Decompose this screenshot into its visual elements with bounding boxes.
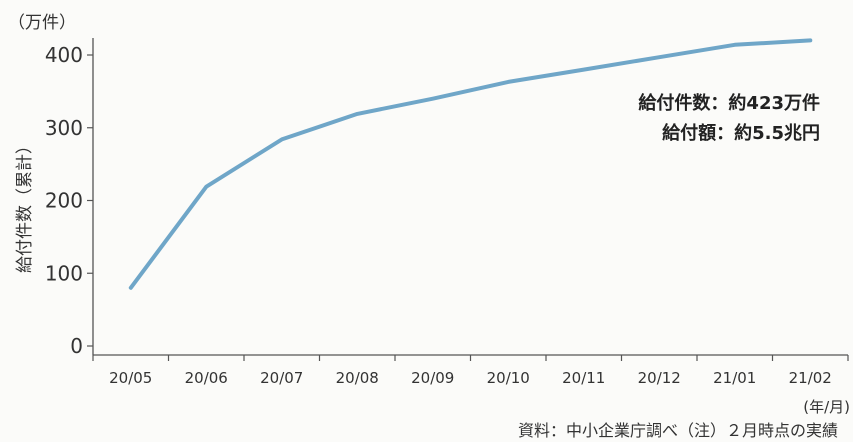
y-tick-label: 200 (45, 189, 83, 213)
x-tick-label: 21/02 (789, 369, 832, 387)
x-tick-label: 20/06 (185, 369, 228, 387)
x-tick-label: 20/05 (109, 369, 152, 387)
annotation-amount: 給付額：約5.5兆円 (662, 122, 820, 144)
y-axis-title: 給付件数（累計） (15, 137, 35, 273)
x-tick-label: 20/10 (487, 369, 530, 387)
x-tick-label: 20/07 (260, 369, 303, 387)
series-line (128, 38, 813, 290)
y-tick-group: 0 100 200 300 400 (45, 43, 93, 358)
x-tick-label: 20/11 (562, 369, 605, 387)
y-tick-label: 100 (45, 261, 83, 285)
x-tick-label: 20/12 (638, 369, 681, 387)
y-unit-label: （万件） (8, 13, 76, 33)
y-tick-label: 0 (70, 334, 83, 358)
x-tick-label: 21/01 (713, 369, 756, 387)
x-unit-label: (年/月) (803, 398, 850, 416)
x-tick-label: 20/09 (411, 369, 454, 387)
source-note: 資料：中小企業庁調べ（注）２月時点の実績 (518, 421, 838, 440)
y-tick-label: 400 (45, 43, 83, 67)
annotation-count: 給付件数：約423万件 (638, 92, 820, 114)
y-tick-label: 300 (45, 116, 83, 140)
x-tick-group: 20/05 20/06 20/07 20/08 20/09 20/10 20/11 20/12… (92, 355, 849, 387)
x-tick-label: 20/08 (336, 369, 379, 387)
